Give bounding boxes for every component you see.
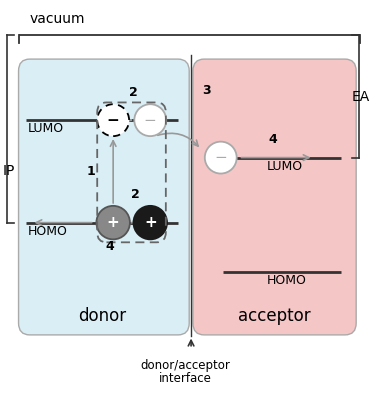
- Text: LUMO: LUMO: [267, 160, 303, 173]
- Text: 2: 2: [129, 86, 138, 99]
- Ellipse shape: [134, 104, 166, 136]
- Text: vacuum: vacuum: [30, 11, 85, 26]
- Ellipse shape: [96, 206, 130, 240]
- Ellipse shape: [134, 206, 167, 240]
- Text: +: +: [107, 215, 119, 230]
- Text: HOMO: HOMO: [267, 274, 307, 287]
- Text: EA: EA: [352, 89, 370, 104]
- Text: +: +: [144, 215, 157, 230]
- FancyBboxPatch shape: [19, 59, 189, 335]
- Text: 3: 3: [202, 84, 211, 97]
- Text: IP: IP: [3, 164, 15, 178]
- Text: −: −: [214, 150, 227, 165]
- Text: donor/acceptor: donor/acceptor: [141, 359, 230, 372]
- Text: HOMO: HOMO: [28, 225, 68, 238]
- FancyBboxPatch shape: [193, 59, 356, 335]
- Text: 4: 4: [105, 240, 114, 253]
- Text: −: −: [144, 113, 157, 128]
- Text: 4: 4: [268, 133, 277, 146]
- Text: LUMO: LUMO: [28, 122, 64, 135]
- Ellipse shape: [205, 142, 237, 173]
- Text: −: −: [107, 113, 119, 128]
- Text: donor: donor: [78, 307, 126, 325]
- Text: acceptor: acceptor: [238, 307, 311, 325]
- Text: 1: 1: [87, 165, 96, 178]
- Text: interface: interface: [159, 372, 212, 385]
- Text: 2: 2: [131, 188, 140, 201]
- Ellipse shape: [97, 104, 129, 136]
